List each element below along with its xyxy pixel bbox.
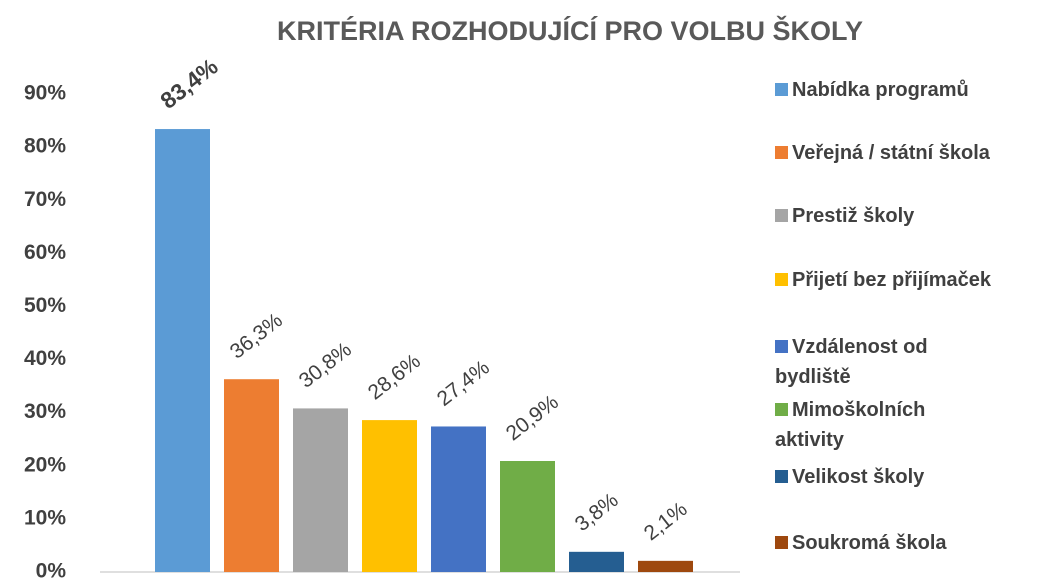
data-label: 3,8% bbox=[571, 489, 623, 537]
legend-label: Prestiž školy bbox=[792, 205, 915, 227]
y-tick-label: 50% bbox=[24, 294, 66, 317]
y-tick-label: 90% bbox=[24, 82, 66, 105]
bar bbox=[224, 379, 279, 572]
legend-swatch bbox=[775, 146, 788, 159]
legend-label: Vzdálenost od bydliště bbox=[775, 336, 928, 388]
data-label: 36,3% bbox=[226, 309, 287, 364]
data-label: 30,8% bbox=[295, 338, 356, 393]
legend-label: Velikost školy bbox=[792, 466, 925, 488]
data-label: 20,9% bbox=[502, 391, 563, 446]
y-tick-label: 60% bbox=[24, 241, 66, 264]
bar bbox=[155, 129, 210, 572]
legend-entry: Vzdálenost od bydliště bbox=[775, 332, 975, 392]
bar bbox=[638, 560, 693, 572]
legend-entry: Velikost školy bbox=[775, 462, 1045, 492]
legend-label: Přijetí bez přijímaček bbox=[792, 269, 991, 291]
legend-entry: Mimoškolních aktivity bbox=[775, 395, 975, 455]
bar bbox=[569, 551, 624, 572]
legend-label: Veřejná / státní škola bbox=[792, 142, 990, 164]
legend-swatch bbox=[775, 273, 788, 286]
legend-label: Soukromá škola bbox=[792, 532, 947, 554]
chart-title: KRITÉRIA ROZHODUJÍCÍ PRO VOLBU ŠKOLY bbox=[277, 15, 863, 46]
data-label: 2,1% bbox=[640, 498, 692, 546]
legend-entry: Prestiž školy bbox=[775, 201, 1045, 231]
legend-swatch bbox=[775, 470, 788, 483]
y-tick-label: 10% bbox=[24, 506, 66, 529]
data-label: 27,4% bbox=[433, 356, 494, 411]
legend-entry: Soukromá škola bbox=[775, 528, 1045, 558]
bar bbox=[362, 420, 417, 572]
legend-entry: Nabídka programů bbox=[775, 75, 1045, 105]
y-tick-label: 30% bbox=[24, 400, 66, 423]
legend-entry: Veřejná / státní škola bbox=[775, 138, 1045, 168]
legend-entry: Přijetí bez přijímaček bbox=[775, 265, 1045, 295]
legend-label: Nabídka programů bbox=[792, 79, 969, 101]
data-label: 28,6% bbox=[364, 350, 425, 405]
bar bbox=[500, 460, 555, 572]
bar bbox=[431, 426, 486, 572]
y-tick-label: 40% bbox=[24, 347, 66, 370]
legend-swatch bbox=[775, 209, 788, 222]
data-label: 83,4% bbox=[155, 53, 222, 114]
legend-label: Mimoškolních aktivity bbox=[775, 399, 926, 451]
bar bbox=[293, 408, 348, 572]
legend-swatch bbox=[775, 83, 788, 96]
y-tick-label: 70% bbox=[24, 188, 66, 211]
legend-swatch bbox=[775, 403, 788, 416]
y-tick-label: 0% bbox=[36, 560, 67, 583]
y-tick-label: 20% bbox=[24, 453, 66, 476]
y-tick-label: 80% bbox=[24, 135, 66, 158]
legend-swatch bbox=[775, 536, 788, 549]
legend-swatch bbox=[775, 340, 788, 353]
